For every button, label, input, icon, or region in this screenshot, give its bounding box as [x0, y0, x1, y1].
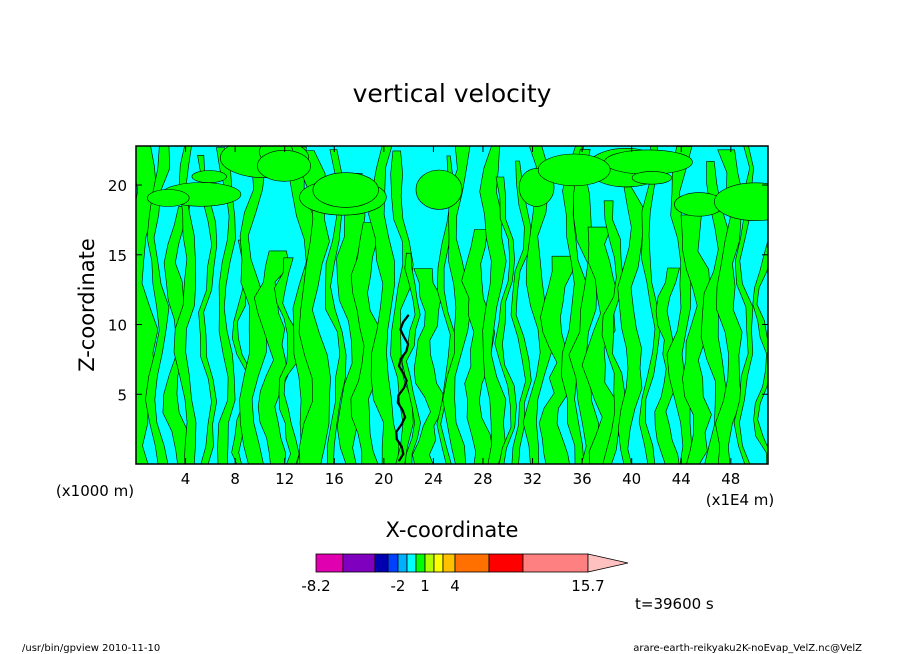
x-tick-label: 4 [181, 470, 191, 488]
plot-area [136, 146, 768, 464]
positive-band [216, 147, 236, 464]
positive-band [401, 252, 421, 464]
positive-band [350, 222, 385, 464]
positive-band [538, 255, 575, 464]
positive-patch [714, 182, 768, 221]
positive-velocity-bands [136, 146, 768, 464]
x-tick-label: 32 [523, 470, 542, 488]
positive-band [522, 146, 552, 464]
positive-patch [147, 189, 190, 207]
positive-patch [537, 153, 611, 187]
colorbar-swatch [342, 553, 376, 573]
updraft-line [395, 314, 410, 462]
positive-band [715, 149, 744, 464]
colorbar-swatch [442, 553, 456, 573]
x-tick-label: 12 [275, 470, 294, 488]
y-axis-label: Z-coordinate [75, 238, 99, 372]
y-tick-label: 15 [108, 247, 127, 265]
y-tick-label: 20 [108, 177, 127, 195]
positive-patch [415, 169, 463, 210]
strong-updraft-contour [395, 314, 410, 462]
colorbar-tick-labels: -8.2 -2 1 4 15.7 [301, 577, 604, 595]
x-tick-label: 40 [622, 470, 641, 488]
colorbar-swatch [433, 553, 444, 573]
colorbar-tick-label: -2 [391, 577, 406, 595]
positive-band [325, 149, 347, 464]
time-label: t=39600 s [635, 595, 714, 613]
x-axis-label: X-coordinate [386, 518, 519, 542]
positive-band [298, 150, 331, 464]
positive-band [442, 146, 472, 464]
positive-band [561, 146, 587, 464]
positive-band [479, 146, 507, 464]
colorbar-swatch [315, 553, 344, 573]
x-axis-ticks: 4 8 12 16 20 24 28 32 36 40 44 48 [181, 146, 740, 488]
colorbar-swatch [387, 553, 399, 573]
positive-band [239, 146, 267, 464]
colorbar-swatch [415, 553, 426, 573]
colorbar-swatch [454, 553, 490, 573]
chart-title: vertical velocity [353, 79, 552, 108]
colorbar-swatch [406, 553, 417, 573]
y-tick-label: 10 [108, 317, 127, 335]
colorbar-tick-label: 4 [450, 577, 460, 595]
colorbar-tick-label: 1 [420, 577, 430, 595]
positive-patch [312, 172, 379, 208]
positive-band [412, 268, 446, 464]
x-tick-label: 28 [473, 470, 492, 488]
colorbar-swatch [424, 553, 435, 573]
y-tick-label: 5 [117, 386, 127, 404]
x-tick-label: 36 [573, 470, 592, 488]
x-unit-right-label: (x1E4 m) [706, 491, 775, 509]
footer-right: arare-earth-reikyaku2K-noEvap_VelZ.nc@Ve… [633, 643, 862, 654]
footer-left: /usr/bin/gpview 2010-11-10 [22, 643, 160, 654]
positive-band [253, 250, 290, 464]
x-tick-label: 8 [230, 470, 240, 488]
y-axis-ticks: 5 10 15 20 [108, 177, 768, 404]
positive-band [197, 155, 218, 464]
positive-band [231, 239, 253, 464]
plot-frame [135, 145, 769, 465]
colorbar-swatch [374, 553, 389, 573]
positive-band [638, 146, 661, 464]
x-tick-label: 20 [374, 470, 393, 488]
positive-band [752, 239, 768, 464]
positive-band [368, 146, 400, 464]
positive-band [145, 146, 171, 464]
colorbar [315, 553, 629, 573]
positive-band [494, 176, 517, 464]
positive-band [390, 150, 414, 464]
colorbar-swatch [397, 553, 408, 573]
positive-band [461, 229, 496, 464]
positive-band [136, 146, 159, 464]
positive-band [274, 257, 300, 464]
positive-band [617, 186, 644, 464]
x-tick-label: 24 [424, 470, 443, 488]
positive-patch [604, 149, 693, 175]
colorbar-extend-arrow [587, 553, 629, 573]
colorbar-tick-label: -8.2 [301, 577, 330, 595]
x-tick-label: 16 [325, 470, 344, 488]
positive-patch [191, 170, 227, 183]
x-unit-left-label: (x1000 m) [56, 482, 134, 500]
x-tick-label: 48 [721, 470, 740, 488]
colorbar-tick-label: 15.7 [571, 577, 604, 595]
positive-band [173, 146, 197, 464]
positive-patch [631, 171, 673, 185]
x-tick-label: 44 [672, 470, 691, 488]
positive-band [733, 146, 754, 464]
colorbar-swatch [522, 553, 589, 573]
colorbar-swatch [488, 553, 524, 573]
positive-patch [257, 150, 311, 182]
positive-band [654, 267, 680, 464]
